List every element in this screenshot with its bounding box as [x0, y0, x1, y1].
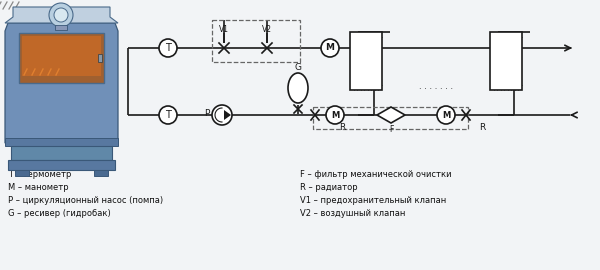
Bar [8, 160, 115, 170]
Text: P – циркуляционный насос (помпа): P – циркуляционный насос (помпа) [8, 196, 163, 205]
Text: M: M [442, 110, 450, 120]
Text: T: T [165, 43, 171, 53]
Text: V2: V2 [262, 25, 272, 34]
Circle shape [326, 106, 344, 124]
Circle shape [54, 8, 68, 22]
Bar [350, 32, 382, 90]
Circle shape [159, 106, 177, 124]
Text: M – манометр: M – манометр [8, 183, 68, 192]
Text: V1 – предохранительный клапан: V1 – предохранительный клапан [300, 196, 446, 205]
Text: T: T [165, 110, 171, 120]
Ellipse shape [288, 73, 308, 103]
Text: F: F [389, 124, 393, 133]
Bar [19, 33, 104, 83]
Text: M: M [331, 110, 339, 120]
Text: V2 – воздушный клапан: V2 – воздушный клапан [300, 209, 406, 218]
Circle shape [212, 105, 232, 125]
Text: R – радиатор: R – радиатор [300, 183, 358, 192]
Polygon shape [5, 7, 118, 23]
Bar [490, 32, 522, 90]
Text: M: M [325, 43, 335, 52]
Polygon shape [5, 23, 118, 143]
Text: . . . . . . .: . . . . . . . [419, 82, 453, 91]
Polygon shape [224, 110, 231, 120]
Bar [94, 170, 108, 176]
Text: R: R [339, 123, 345, 132]
Text: F – фильтр механической очистки: F – фильтр механической очистки [300, 170, 452, 179]
Bar [55, 25, 67, 30]
Text: G – ресивер (гидробак): G – ресивер (гидробак) [8, 209, 111, 218]
Polygon shape [377, 107, 405, 123]
Bar [15, 170, 29, 176]
Text: R: R [479, 123, 485, 132]
Text: G: G [295, 63, 302, 73]
Circle shape [321, 39, 339, 57]
Bar [11, 146, 112, 160]
Bar [98, 54, 102, 62]
Circle shape [49, 3, 73, 27]
Text: P: P [205, 110, 209, 119]
Circle shape [437, 106, 455, 124]
Text: T – термометр: T – термометр [8, 170, 71, 179]
Text: V1: V1 [219, 25, 229, 34]
Bar [313, 107, 468, 129]
Bar [5, 138, 118, 146]
Bar [22, 36, 101, 76]
Bar [212, 20, 300, 62]
Circle shape [159, 39, 177, 57]
